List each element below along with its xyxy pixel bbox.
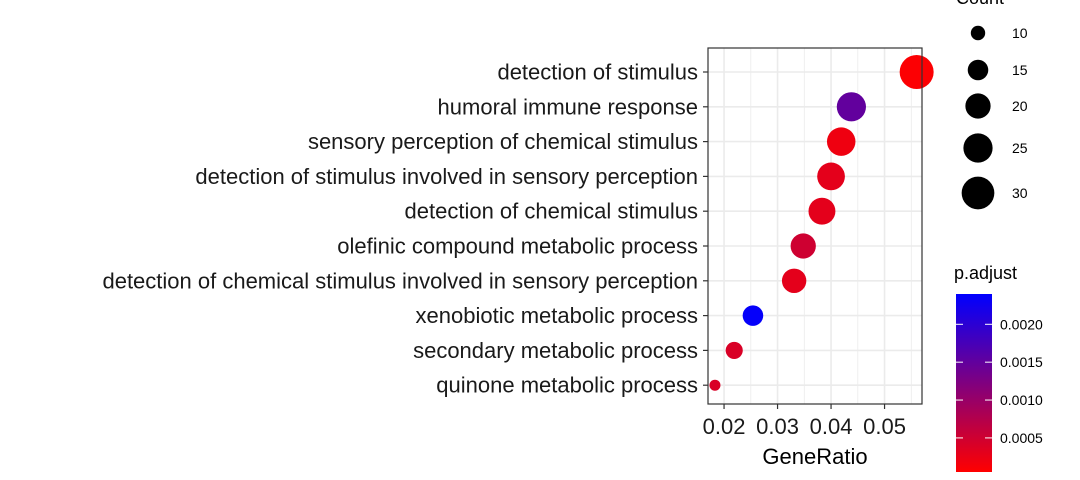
- data-point: [781, 268, 807, 293]
- grid-lines: [708, 48, 922, 404]
- size-legend-label: 20: [1012, 98, 1028, 114]
- plot-panel-border: [707, 47, 923, 405]
- data-point: [817, 162, 845, 191]
- size-legend-title: Count: [956, 0, 1004, 8]
- color-bar-ticks: 0.0005 0.0010 0.0015 0.0020: [956, 316, 1043, 446]
- x-axis-title: GeneRatio: [762, 444, 867, 469]
- color-bar-label: 0.0015: [1000, 354, 1043, 370]
- size-legend-key: [967, 59, 989, 81]
- size-legend-key: [965, 93, 991, 119]
- data-point: [808, 197, 836, 225]
- data-point: [790, 233, 816, 259]
- size-legend-label: 30: [1012, 185, 1028, 201]
- category-label: secondary metabolic process: [413, 338, 698, 363]
- size-legend-key: [961, 176, 995, 210]
- color-bar-label: 0.0005: [1000, 430, 1043, 446]
- category-label: detection of chemical stimulus: [405, 199, 698, 224]
- x-tick-label: 0.04: [810, 414, 853, 439]
- color-bar-label: 0.0020: [1000, 316, 1043, 332]
- color-legend: p.adjust 0.0005 0.0010 0.0015 0.0020: [954, 263, 1043, 472]
- category-label: detection of stimulus involved in sensor…: [195, 164, 698, 189]
- data-point: [899, 55, 934, 89]
- category-label: humoral immune response: [438, 94, 698, 119]
- size-legend-label: 15: [1012, 62, 1028, 78]
- color-bar-label: 0.0010: [1000, 392, 1043, 408]
- size-legend-label: 10: [1012, 25, 1028, 41]
- category-label: olefinic compound metabolic process: [337, 234, 698, 259]
- category-label: detection of chemical stimulus involved …: [102, 268, 698, 293]
- color-legend-title: p.adjust: [954, 263, 1017, 283]
- data-point: [709, 379, 721, 391]
- category-label: quinone metabolic process: [436, 373, 698, 398]
- data-points: [709, 55, 934, 391]
- x-axis: 0.02 0.03 0.04 0.05: [703, 404, 906, 439]
- x-tick-label: 0.03: [756, 414, 799, 439]
- category-label: sensory perception of chemical stimulus: [308, 129, 698, 154]
- data-point: [725, 341, 743, 359]
- category-label: xenobiotic metabolic process: [416, 303, 698, 328]
- x-tick-label: 0.05: [863, 414, 906, 439]
- data-point: [826, 127, 856, 156]
- color-bar: [956, 294, 992, 472]
- y-axis: detection of stimulus humoral immune resp…: [102, 60, 708, 398]
- data-point: [742, 305, 764, 326]
- size-legend-key: [963, 133, 993, 163]
- data-point: [836, 92, 866, 122]
- size-legend-key: [970, 25, 986, 41]
- size-legend-label: 25: [1012, 140, 1028, 156]
- x-tick-label: 0.02: [703, 414, 746, 439]
- size-legend: Count 10 15 20 25 30: [956, 0, 1028, 210]
- category-label: detection of stimulus: [497, 60, 698, 85]
